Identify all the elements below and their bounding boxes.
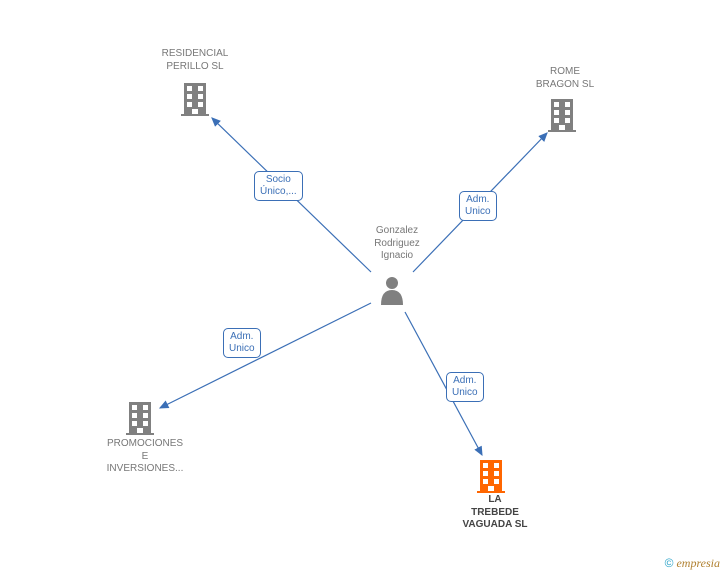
edge-label-trebede: Adm. Unico [446,372,484,402]
edge-label-residencial: Socio Único,... [254,171,303,201]
node-label-residencial: RESIDENCIAL PERILLO SL [150,48,240,73]
copyright-mark: © [665,556,674,570]
node-label-rome: ROME BRAGON SL [525,66,605,91]
building-icon-rome [548,99,576,132]
node-label-trebede: LA TREBEDE VAGUADA SL [450,494,540,532]
diagram-canvas [0,0,728,575]
building-icon-promociones [126,402,154,435]
person-icon [381,277,403,305]
building-icon-residencial [181,83,209,116]
person-label: Gonzalez Rodriguez Ignacio [367,225,427,263]
edge-promociones [160,303,371,408]
edge-label-promociones: Adm. Unico [223,328,261,358]
edge-label-rome: Adm. Unico [459,191,497,221]
copyright-text: empresia [676,556,720,570]
building-icon-trebede [477,460,505,493]
node-label-promociones: PROMOCIONES E INVERSIONES... [100,438,190,476]
copyright: ©empresia [665,556,720,571]
